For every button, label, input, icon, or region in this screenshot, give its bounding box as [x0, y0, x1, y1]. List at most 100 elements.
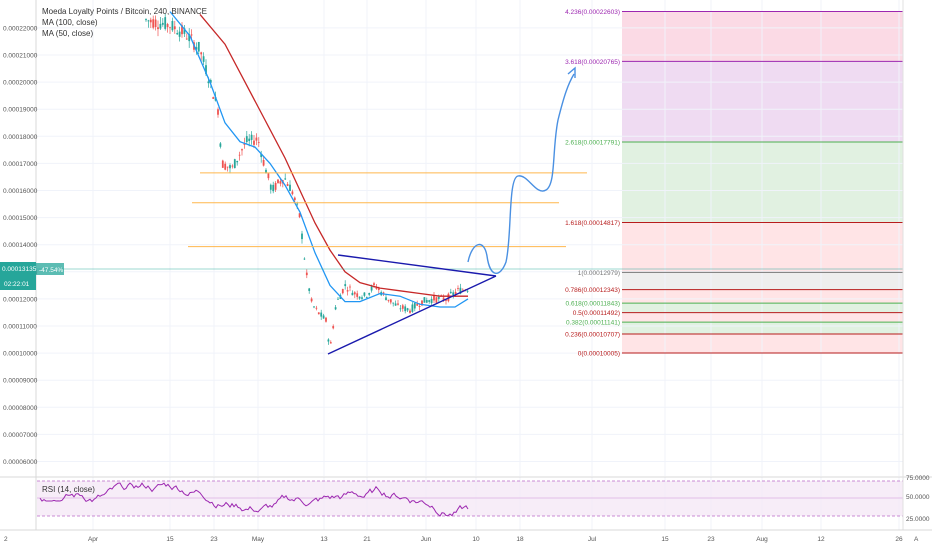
candle: [190, 34, 193, 36]
y-tick-label: 0.00022000: [3, 25, 38, 32]
candle: [322, 315, 325, 319]
legend-title: Moeda Loyalty Points / Bitcoin, 240, BIN…: [42, 7, 207, 16]
candle: [409, 310, 411, 313]
candle: [377, 288, 380, 291]
candle: [457, 288, 459, 289]
candle: [418, 306, 421, 307]
price-value: 0.00013135: [2, 266, 37, 273]
triangle-lower: [327, 275, 497, 355]
candle: [152, 19, 155, 28]
candle: [313, 306, 315, 308]
candle: [430, 298, 433, 304]
projection-arrow: [567, 66, 576, 78]
candle: [397, 303, 399, 305]
candle: [406, 308, 409, 311]
candle: [277, 179, 279, 184]
candle: [344, 284, 347, 287]
candle: [423, 297, 426, 303]
rsi-tick-label: 25.0000: [906, 516, 930, 523]
candle: [385, 297, 387, 301]
candle: [346, 290, 349, 292]
candle: [262, 160, 265, 166]
candle: [159, 23, 162, 29]
x-tick-label: Aug: [756, 536, 768, 543]
candle: [413, 303, 416, 309]
candle: [173, 26, 176, 30]
candle: [293, 197, 296, 201]
candle: [267, 173, 270, 179]
candle: [185, 38, 188, 40]
x-tick-label: 21: [363, 536, 371, 543]
change-badge: [36, 263, 64, 275]
y-tick-label: 0.00010000: [3, 351, 38, 358]
price-change: -47.54%: [39, 267, 63, 274]
candle: [145, 19, 147, 21]
candle: [320, 312, 323, 317]
candle: [382, 292, 385, 294]
candle: [301, 233, 303, 240]
candle: [327, 339, 330, 342]
y-tick-label: 0.00015000: [3, 215, 38, 222]
candle: [437, 296, 440, 299]
candle: [147, 20, 150, 22]
candle: [298, 213, 301, 218]
candle: [394, 303, 397, 306]
candle: [421, 300, 423, 306]
candle: [248, 138, 251, 142]
candle: [291, 191, 294, 195]
candle: [389, 299, 392, 303]
candle: [454, 291, 457, 295]
rsi-legend: RSI (14, close): [42, 485, 95, 494]
fib-label: 1(0.00012979): [578, 270, 620, 277]
fib-label: 0.236(0.00010707): [565, 331, 620, 338]
candle: [365, 297, 368, 298]
candle: [425, 300, 428, 303]
triangle-upper: [337, 254, 497, 277]
candle: [195, 47, 198, 50]
candle: [315, 307, 318, 309]
rsi-line: [39, 482, 469, 517]
y-axis-bg: [0, 0, 36, 476]
candle: [284, 178, 287, 180]
x-tick-label: Apr: [88, 536, 99, 543]
candle: [255, 137, 258, 141]
candle: [428, 300, 431, 302]
candle: [459, 287, 462, 294]
grid: [0, 0, 903, 530]
candle: [341, 289, 344, 294]
fib-label: 0.382(0.00011141): [566, 320, 620, 327]
candle: [279, 181, 282, 184]
candle: [209, 80, 212, 83]
candle: [353, 292, 356, 295]
candle: [257, 142, 260, 144]
legend-ma50: MA (50, close): [42, 29, 94, 38]
candle: [238, 154, 241, 156]
rsi-tick-label: 75.0000: [906, 475, 930, 482]
candle: [332, 326, 335, 329]
candle: [399, 308, 402, 310]
drawings: [0, 66, 903, 355]
y-tick-label: 0.00012000: [3, 296, 38, 303]
x-tick-label: 12: [817, 536, 825, 543]
candle: [241, 149, 243, 151]
rsi-pane: 75.0000 50.0000 25.0000: [0, 0, 932, 530]
candle: [154, 19, 157, 28]
projection-path: [467, 73, 575, 274]
x-tick-label: 26: [895, 536, 903, 543]
y-axis: 0.00022000 0.00021000 0.00020000 0.00019000…: [0, 0, 38, 530]
y-tick-label: 0.00006000: [3, 459, 38, 466]
candle: [452, 292, 455, 296]
fib-label: 1.618(0.00014817): [565, 220, 620, 227]
x-tick-label: 15: [661, 536, 669, 543]
fib-label: 2.618(0.00017791): [565, 139, 620, 146]
candle: [157, 27, 159, 30]
candle: [337, 298, 339, 300]
candle: [445, 299, 447, 301]
x-tick-label: May: [252, 536, 265, 543]
fib-label: 3.618(0.00020765): [565, 59, 620, 66]
candle: [274, 182, 277, 190]
x-tick-label: 10: [472, 536, 480, 543]
candle: [224, 163, 227, 170]
candle: [308, 288, 311, 291]
